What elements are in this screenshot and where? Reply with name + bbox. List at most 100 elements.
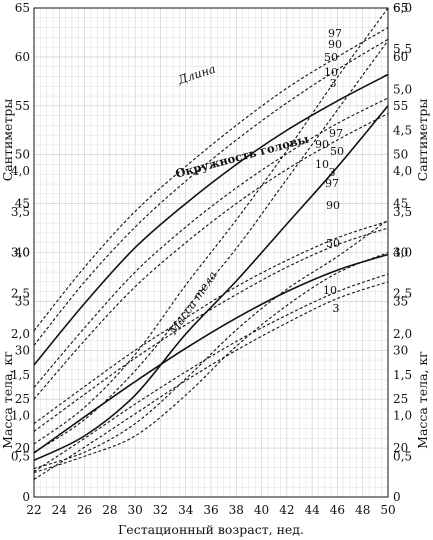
left-cm-tick-label: 60 xyxy=(15,50,30,64)
left-lower-axis-title: Масса тела, кг xyxy=(0,351,15,449)
grid xyxy=(33,7,389,498)
right-kg-tick-label: 5,0 xyxy=(393,83,412,97)
right-kg-tick-label: 5,5 xyxy=(393,42,412,56)
x-tick-label: 50 xyxy=(380,503,395,517)
right-kg-tick-label: 4,5 xyxy=(393,123,412,137)
body-weight-percentile-90-label: 90 xyxy=(326,199,340,212)
body-weight-curves xyxy=(33,7,389,474)
head-circumference-percentile-97-label: 97 xyxy=(329,127,343,140)
length-percentile-50-line xyxy=(33,73,389,366)
left-kg-tick-label: 0 xyxy=(22,490,30,504)
x-tick-label: 22 xyxy=(26,503,41,517)
length-percentile-97-line xyxy=(33,27,389,332)
body-weight-percentile-3-line xyxy=(33,251,389,474)
right-cm-tick-label: 65 xyxy=(393,1,408,15)
x-tick-label: 26 xyxy=(77,503,92,517)
x-tick-label: 28 xyxy=(102,503,117,517)
plot-frame xyxy=(33,7,389,498)
left-cm-tick-label: 20 xyxy=(15,441,30,455)
left-kg-tick-label: 4,0 xyxy=(11,164,30,178)
right-kg-tick-label: 3,5 xyxy=(393,205,412,219)
body-weight-percentile-50-line xyxy=(33,105,389,462)
x-tick-label: 36 xyxy=(203,503,218,517)
curves xyxy=(33,7,389,480)
x-tick-label: 48 xyxy=(355,503,370,517)
length-percentile-97-label: 97 xyxy=(328,27,342,40)
head-circumference-percentile-10-label: 10 xyxy=(315,158,329,171)
left-cm-tick-label: 45 xyxy=(15,197,30,211)
left-cm-tick-label: 50 xyxy=(15,148,30,162)
head-circumference-percentile-97-line xyxy=(33,220,389,425)
left-cm-tick-label: 40 xyxy=(15,246,30,260)
right-cm-tick-label: 30 xyxy=(393,343,408,357)
head-circumference-percentile-90-label: 90 xyxy=(315,138,329,151)
length-percentile-90-label: 90 xyxy=(328,38,342,51)
x-tick-label: 24 xyxy=(52,503,68,517)
body-weight-percentile-97-line xyxy=(33,7,389,445)
right-cm-tick-label: 50 xyxy=(393,148,408,162)
body-weight-percentile-10-label: 10 xyxy=(323,284,337,297)
right-cm-tick-label: 20 xyxy=(393,441,408,455)
x-tick-label: 30 xyxy=(128,503,143,517)
body-weight-percentile-90-line xyxy=(33,40,389,453)
head-circumference-percentile-10-line xyxy=(33,273,389,473)
left-kg-tick-label: 2,5 xyxy=(11,286,30,300)
right-cm-tick-label: 40 xyxy=(393,246,408,260)
length-percentile-90-line xyxy=(33,38,389,346)
right-upper-axis-title: Сантиметры xyxy=(415,99,430,182)
x-tick-label: 34 xyxy=(178,503,194,517)
axis-titles: Гестационный возраст, нед. Сантиметры Ма… xyxy=(0,99,430,537)
left-upper-axis-title: Сантиметры xyxy=(0,99,15,182)
right-cm-tick-label: 35 xyxy=(393,294,408,308)
right-cm-tick-label: 25 xyxy=(393,392,408,406)
body-weight-percentile-10-line xyxy=(33,219,389,470)
head-circumference-percentile-3-line xyxy=(33,281,389,480)
left-kg-tick-label: 2,0 xyxy=(11,327,30,341)
head-circumference-percentile-3-label: 3 xyxy=(329,166,336,179)
x-tick-label: 42 xyxy=(279,503,294,517)
x-tick-label: 44 xyxy=(305,503,321,517)
body-weight-percentile-97-label: 97 xyxy=(325,177,339,190)
x-tick-label: 46 xyxy=(330,503,345,517)
head-circumference-percentile-90-line xyxy=(33,227,389,432)
left-kg-tick-label: 1,5 xyxy=(11,368,30,382)
left-kg-tick-label: 0,5 xyxy=(11,449,30,463)
right-kg-tick-label: 4,0 xyxy=(393,164,412,178)
right-kg-tick-label: 2,0 xyxy=(393,327,412,341)
head-circumference-percentile-50-line xyxy=(33,253,389,454)
left-cm-tick-label: 25 xyxy=(15,392,30,406)
left-kg-tick-label: 1,0 xyxy=(11,409,30,423)
body-weight-percentile-50-label: 50 xyxy=(326,237,340,250)
length-percentile-10-label: 10 xyxy=(324,66,338,79)
length-percentile-3-line xyxy=(33,113,389,400)
right-cm-tick-label: 55 xyxy=(393,99,408,113)
head-circumference-percentile-50-label: 50 xyxy=(330,145,344,158)
length-percentile-50-label: 50 xyxy=(324,51,338,64)
right-cm-tick-label: 45 xyxy=(393,197,408,211)
x-tick-label: 32 xyxy=(153,503,168,517)
left-cm-tick-label: 55 xyxy=(15,99,30,113)
right-kg-tick-label: 0 xyxy=(393,490,401,504)
head-circumference-group-label: Окружность головы xyxy=(174,131,311,180)
length-curves xyxy=(33,27,389,400)
length-percentile-3-label: 3 xyxy=(330,77,337,90)
right-lower-axis-title: Масса тела, кг xyxy=(415,351,430,449)
left-kg-tick-label: 3,5 xyxy=(11,205,30,219)
left-kg-tick-label: 3,0 xyxy=(11,246,30,260)
left-cm-tick-label: 30 xyxy=(15,343,30,357)
right-kg-tick-label: 6,0 xyxy=(393,1,412,15)
right-kg-tick-label: 3,0 xyxy=(393,246,412,260)
right-kg-tick-label: 2,5 xyxy=(393,286,412,300)
length-percentile-10-line xyxy=(33,97,389,388)
right-kg-tick-label: 0,5 xyxy=(393,449,412,463)
x-tick-label: 40 xyxy=(254,503,269,517)
x-axis-title: Гестационный возраст, нед. xyxy=(118,522,304,537)
body-weight-percentile-3-label: 3 xyxy=(333,302,340,315)
right-kg-tick-label: 1,0 xyxy=(393,409,412,423)
right-cm-tick-label: 60 xyxy=(393,50,408,64)
x-tick-label: 38 xyxy=(229,503,244,517)
left-cm-tick-label: 65 xyxy=(15,1,30,15)
head-circumference-curves xyxy=(33,220,389,480)
